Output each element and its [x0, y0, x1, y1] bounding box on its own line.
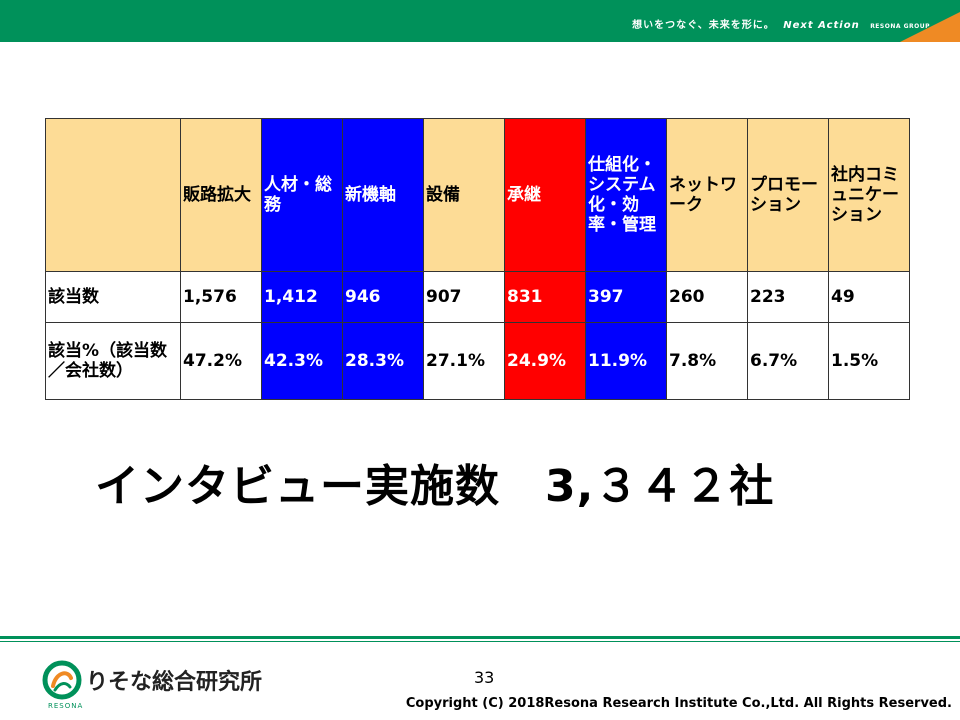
table-cell: 27.1% [423, 322, 505, 400]
table-cell: 1,576 [180, 271, 262, 323]
table-cell: 831 [504, 271, 586, 323]
header-band [0, 0, 960, 42]
table-cell: 1,412 [261, 271, 343, 323]
table-cell: 6.7% [747, 322, 829, 400]
resona-logo-icon [42, 660, 82, 700]
brand-name: Next Action [783, 20, 860, 31]
table-cell: 7.8% [666, 322, 748, 400]
group-name: RESONA GROUP [870, 23, 930, 30]
row-label: 該当数 [45, 271, 181, 323]
table-cell: 946 [342, 271, 424, 323]
table-cell: 28.3% [342, 322, 424, 400]
header-tagline: 想いをつなぐ、未来を形に。 Next Action RESONA GROUP [632, 16, 930, 31]
table-cell: 223 [747, 271, 829, 323]
logo-subtext: RESONA [48, 702, 84, 710]
table-cell: 1.5% [828, 322, 910, 400]
table-cell: 260 [666, 271, 748, 323]
company-name: りそな総合研究所 [86, 670, 263, 695]
table-cell: 24.9% [504, 322, 586, 400]
table-cell: 397 [585, 271, 667, 323]
header-cell-promotion: プロモーション [747, 118, 829, 272]
tagline-text: 想いをつなぐ、未来を形に。 [632, 20, 775, 31]
table-cell: 47.2% [180, 322, 262, 400]
page-number: 33 [474, 668, 495, 687]
table-cell: 11.9% [585, 322, 667, 400]
header-accent [900, 12, 960, 42]
header-cell-hr: 人材・総務 [261, 118, 343, 272]
table-row: 該当%（該当数／会社数） 47.2% 42.3% 28.3% 27.1% 24.… [45, 322, 910, 400]
header-underline [0, 40, 375, 42]
table-cell: 49 [828, 271, 910, 323]
table-row: 該当数 1,576 1,412 946 907 831 397 260 223 … [45, 271, 910, 323]
header-cell-succession: 承継 [504, 118, 586, 272]
table-cell: 42.3% [261, 322, 343, 400]
table-cell: 907 [423, 271, 505, 323]
header-row: 販路拡大 人材・総務 新機軸 設備 承継 仕組化・システム化・効率・管理 ネット… [45, 118, 910, 272]
footer-rule-thin [0, 641, 960, 642]
copyright-notice: Copyright (C) 2018Resona Research Instit… [405, 696, 952, 711]
header-cell-new-business: 新機軸 [342, 118, 424, 272]
header-cell-systems: 仕組化・システム化・効率・管理 [585, 118, 667, 272]
header-cell-network: ネットワーク [666, 118, 748, 272]
header-cell-equipment: 設備 [423, 118, 505, 272]
header-cell-sales: 販路拡大 [180, 118, 262, 272]
results-table: 販路拡大 人材・総務 新機軸 設備 承継 仕組化・システム化・効率・管理 ネット… [45, 118, 910, 400]
header-cell-communication: 社内コミュニケーション [828, 118, 910, 272]
interview-count-text: インタビュー実施数 3,３４２社 [95, 461, 775, 512]
row-label: 該当%（該当数／会社数） [45, 322, 181, 400]
header-cell-empty [45, 118, 181, 272]
footer-rule [0, 636, 960, 639]
